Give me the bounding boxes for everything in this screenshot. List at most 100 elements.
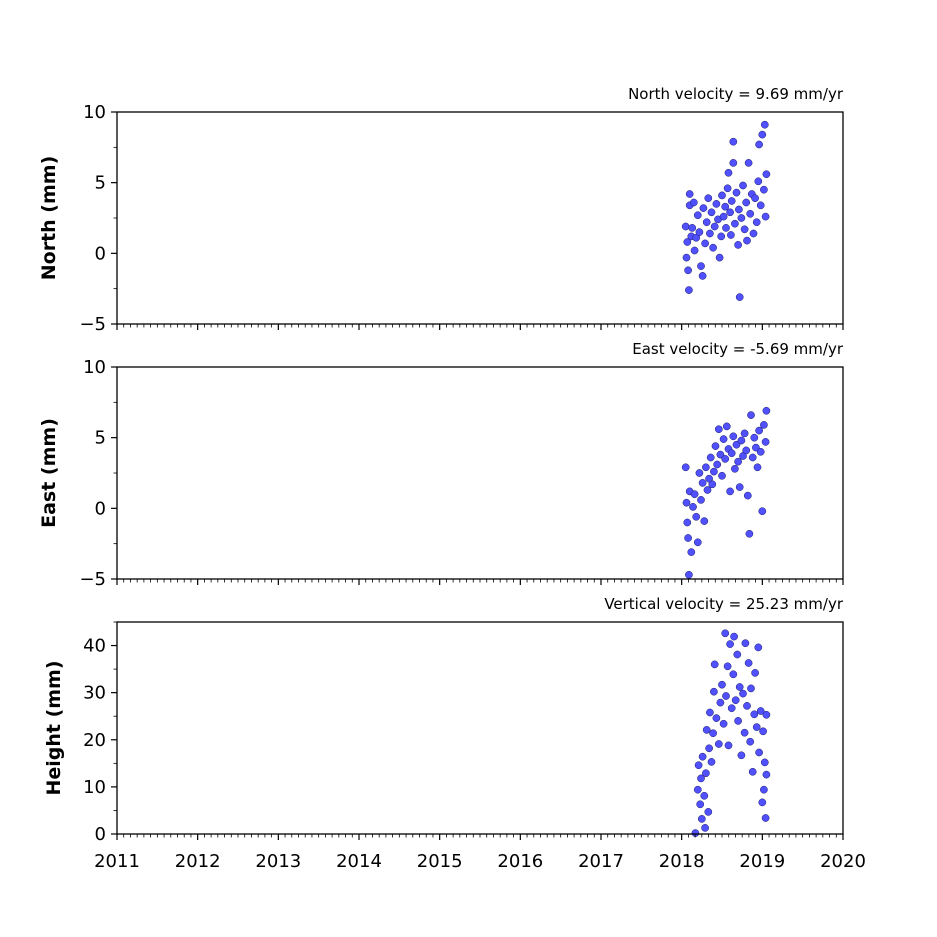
north-point-41 [734, 241, 742, 249]
height-y-tick-label: 10 [83, 777, 106, 798]
north-point-40 [732, 188, 741, 197]
north-y-tick-labels: 10 5 0 −5 [79, 102, 106, 335]
east-points [681, 406, 771, 579]
east-point-49 [756, 447, 765, 456]
height-y-tick-label: 30 [83, 683, 106, 704]
height-point-15 [709, 729, 717, 738]
height-point-55 [762, 770, 771, 779]
east-point-24 [716, 450, 725, 459]
east-point-2 [683, 518, 692, 527]
east-point-45 [750, 433, 759, 442]
height-y-tick-label: 40 [83, 636, 106, 657]
height-point-56 [762, 710, 771, 719]
east-point-1 [682, 498, 691, 507]
east-point-40 [742, 446, 751, 455]
north-point-4 [685, 286, 693, 294]
height-point-52 [760, 785, 768, 794]
east-point-7 [689, 503, 697, 511]
north-point-55 [754, 177, 763, 186]
height-points [691, 629, 771, 837]
north-plot-frame [116, 111, 844, 325]
x-tick-label: 2012 [175, 851, 221, 872]
east-point-37 [737, 436, 746, 445]
east-point-34 [732, 440, 741, 449]
north-point-50 [746, 209, 755, 218]
height-ticks [111, 621, 844, 840]
x-tick-label: 2011 [94, 851, 140, 872]
north-point-44 [737, 214, 746, 222]
height-point-42 [747, 684, 755, 693]
north-y-tick-label: 0 [95, 243, 106, 264]
north-point-62 [762, 170, 771, 179]
height-point-33 [734, 717, 742, 725]
east-point-18 [706, 453, 715, 462]
east-y-tick-label: 0 [95, 498, 106, 519]
height-point-26 [724, 741, 733, 750]
height-point-36 [739, 689, 747, 698]
east-panel-title: East velocity = -5.69 mm/yr [632, 340, 844, 358]
height-point-24 [722, 692, 730, 700]
north-point-3 [684, 266, 692, 275]
x-tick-label: 2013 [255, 851, 301, 872]
north-y-tick-label: −5 [79, 314, 106, 335]
north-point-52 [749, 229, 758, 238]
height-point-1 [693, 785, 702, 794]
north-point-5 [685, 190, 694, 198]
east-y-axis-label: East (mm) [38, 418, 60, 528]
north-point-54 [752, 218, 761, 227]
height-point-21 [718, 680, 726, 689]
east-point-52 [761, 438, 770, 446]
height-point-4 [697, 774, 705, 783]
height-point-34 [735, 683, 744, 691]
east-point-3 [684, 534, 692, 542]
height-point-40 [744, 659, 753, 667]
height-point-25 [723, 662, 732, 671]
north-point-28 [718, 191, 726, 200]
height-point-2 [694, 761, 703, 770]
height-point-48 [755, 748, 763, 757]
height-point-7 [700, 791, 709, 800]
east-point-50 [758, 507, 767, 516]
east-point-11 [695, 469, 704, 477]
east-y-tick-labels: 10 5 0 −5 [79, 357, 106, 590]
x-tick-label: 2020 [820, 851, 866, 872]
north-point-59 [760, 185, 768, 194]
x-tick-label: 2016 [497, 851, 543, 872]
x-tick-label: 2014 [336, 851, 382, 872]
north-point-60 [760, 120, 769, 129]
height-point-30 [730, 632, 738, 641]
height-point-54 [761, 814, 770, 822]
height-plot-frame [116, 621, 844, 835]
x-tick-label: 2019 [739, 851, 785, 872]
east-point-4 [685, 570, 693, 579]
height-point-51 [759, 727, 767, 736]
height-point-46 [752, 723, 761, 731]
east-point-14 [700, 517, 709, 525]
height-point-27 [726, 640, 734, 648]
north-point-42 [735, 205, 743, 214]
north-point-37 [729, 159, 738, 167]
height-point-47 [754, 643, 763, 652]
east-point-26 [719, 435, 728, 443]
north-point-22 [709, 243, 717, 252]
height-point-39 [743, 702, 751, 710]
north-point-23 [710, 222, 719, 231]
east-point-51 [760, 421, 768, 429]
north-point-58 [758, 130, 767, 139]
north-point-31 [722, 224, 730, 232]
east-point-6 [687, 548, 696, 556]
height-point-11 [704, 808, 713, 816]
east-point-47 [753, 463, 762, 472]
x-tick-labels: 2011 2012 2013 2014 2015 2016 2017 2018 2019 2020 [94, 851, 866, 872]
east-point-41 [743, 491, 752, 500]
north-point-26 [715, 253, 724, 262]
height-point-19 [714, 740, 723, 748]
east-point-20 [710, 467, 718, 476]
north-point-10 [690, 246, 699, 255]
north-point-29 [719, 212, 728, 221]
north-point-38 [729, 137, 738, 146]
east-point-21 [711, 442, 720, 450]
height-point-38 [741, 639, 750, 648]
east-y-tick-label: 5 [95, 428, 106, 449]
x-tick-label: 2018 [659, 851, 705, 872]
